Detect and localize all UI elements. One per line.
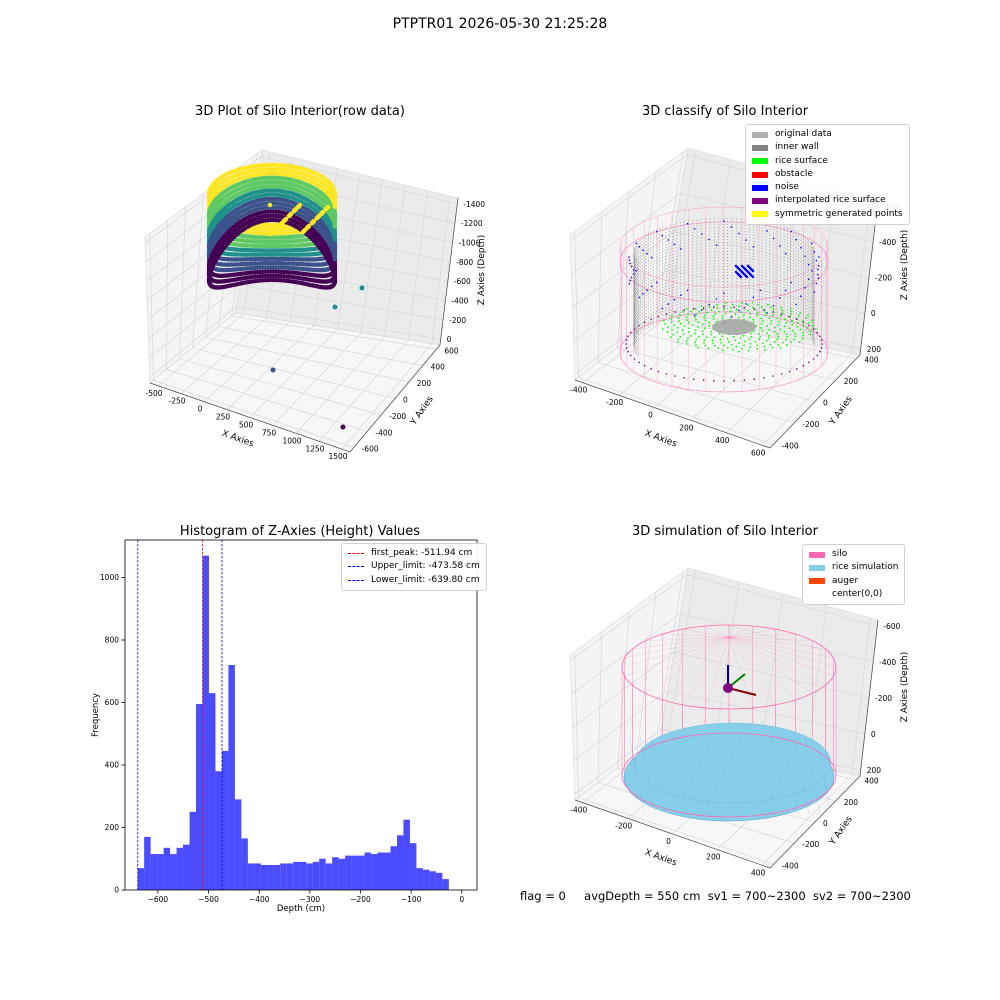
legend-entry: rice simulation	[809, 561, 898, 574]
y-tick-label: -200	[802, 840, 819, 849]
x-tick-label: 200	[706, 853, 721, 862]
figure-suptitle: PTPTR01 2026-05-30 21:25:28	[392, 16, 608, 32]
raw-plot-title: 3D Plot of Silo Interior(row data)	[195, 104, 405, 119]
grid-line	[145, 156, 458, 244]
grid-line	[272, 179, 383, 426]
grid-line	[318, 190, 428, 442]
legend-entry: center(0,0)	[809, 588, 898, 601]
y-tick-label: -400	[782, 861, 799, 870]
legend-swatch	[809, 591, 825, 598]
z-tick-label: -400	[879, 658, 896, 667]
legend-swatch	[809, 578, 825, 585]
legend-swatch	[809, 564, 825, 571]
x-tick-label: 400	[751, 868, 766, 877]
axis-edge	[439, 197, 459, 346]
z-tick-label: -200	[875, 694, 892, 703]
y-tick-label: 400	[864, 777, 879, 786]
y-tick-label: 0	[823, 819, 828, 828]
status-sv2: sv2 = 700~2300	[812, 889, 911, 903]
rice-simulation-surface	[634, 722, 832, 804]
z-tick-label: 200	[867, 766, 882, 775]
y-tick-label: 200	[844, 798, 859, 807]
z-tick-label: -600	[883, 622, 900, 631]
simulation-legend: silo rice simulation auger center(0,0)	[802, 544, 906, 606]
legend-swatch	[809, 551, 825, 558]
z-tick-label: 0	[871, 730, 876, 739]
grid-line	[146, 199, 453, 282]
x-tick-label: -400	[570, 806, 587, 815]
legend-label: center(0,0)	[832, 588, 883, 599]
legend-entry: auger	[809, 575, 898, 588]
legend-label: auger	[832, 575, 859, 586]
grid-line	[249, 173, 361, 418]
grid-line	[295, 184, 406, 434]
grid-line	[192, 193, 396, 399]
legend-label: rice simulation	[832, 562, 899, 573]
legend-label: silo	[832, 549, 848, 559]
grid-line	[341, 196, 451, 450]
status-sv1: sv1 = 700~2300	[707, 889, 806, 903]
grid-line	[149, 233, 354, 449]
center-marker	[723, 683, 733, 693]
z-axis-label: Z Axies (Depth)	[900, 652, 910, 723]
axis-edge	[149, 344, 441, 453]
x-tick-label: 0	[666, 837, 671, 846]
grid-line	[166, 220, 368, 432]
status-avg-depth: avgDepth = 550 cm	[584, 889, 701, 903]
y-axis-label: Y Axies	[827, 814, 855, 847]
x-tick-label: -200	[615, 821, 632, 830]
status-line: flag = 0 avgDepth = 550 cm sv1 = 700~230…	[520, 889, 911, 903]
status-flag: flag = 0	[520, 889, 566, 903]
grid-line	[149, 306, 441, 378]
legend-entry: silo	[809, 548, 898, 561]
raw-point-cloud	[206, 162, 365, 430]
grid-line	[179, 206, 382, 416]
x-axis-label: X Axies	[643, 848, 678, 869]
